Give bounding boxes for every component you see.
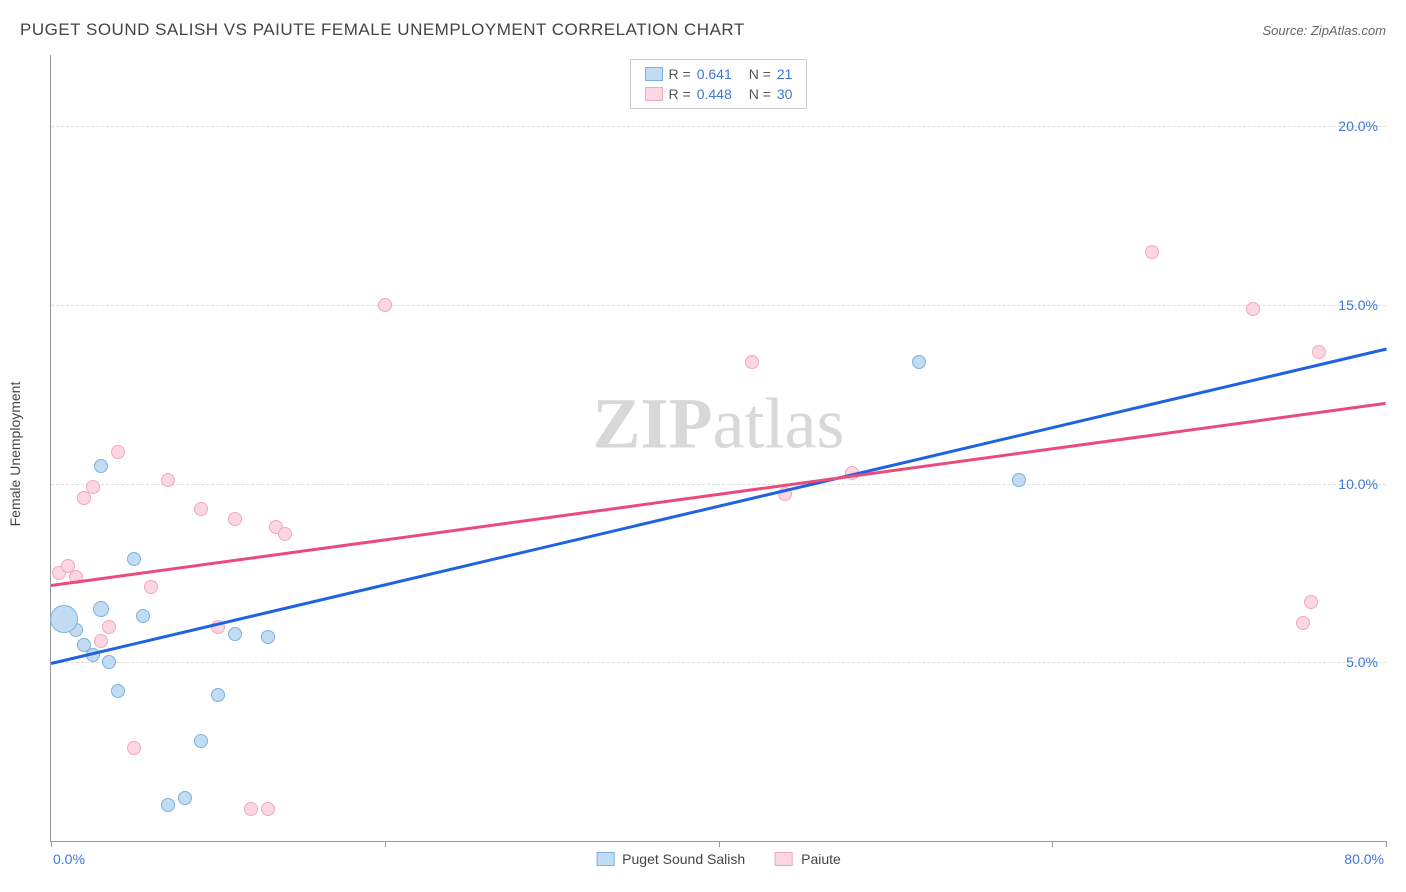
correlation-legend: R = 0.641 N = 21 R = 0.448 N = 30 [630,59,808,109]
data-point [228,627,242,641]
x-tick-label: 0.0% [53,851,85,867]
x-tick [1052,841,1053,847]
y-tick-label: 10.0% [1338,476,1378,492]
data-point [178,791,192,805]
r-label: R = [669,86,691,102]
data-point [93,601,109,617]
data-point [144,580,158,594]
gridline [51,662,1386,663]
data-point [1296,616,1310,630]
x-tick [385,841,386,847]
data-point [745,355,759,369]
legend-swatch [775,852,793,866]
chart-title: PUGET SOUND SALISH VS PAIUTE FEMALE UNEM… [20,20,745,40]
data-point [228,512,242,526]
trend-line [51,348,1387,665]
data-point [1012,473,1026,487]
data-point [111,445,125,459]
data-point [111,684,125,698]
y-tick-label: 5.0% [1346,654,1378,670]
data-point [94,459,108,473]
y-axis-label: Female Unemployment [7,382,23,527]
data-point [136,609,150,623]
x-tick [51,841,52,847]
n-value: 21 [777,66,793,82]
x-tick [719,841,720,847]
data-point [102,655,116,669]
legend-swatch [645,67,663,81]
data-point [912,355,926,369]
n-label: N = [749,66,771,82]
data-point [86,480,100,494]
r-label: R = [669,66,691,82]
legend-swatch [596,852,614,866]
y-tick-label: 15.0% [1338,297,1378,313]
data-point [1304,595,1318,609]
legend-swatch [645,87,663,101]
r-value: 0.641 [697,66,743,82]
source-label: Source: ZipAtlas.com [1262,23,1386,38]
data-point [127,552,141,566]
data-point [1145,245,1159,259]
gridline [51,126,1386,127]
trend-line [51,402,1386,587]
r-value: 0.448 [697,86,743,102]
n-label: N = [749,86,771,102]
data-point [1246,302,1260,316]
data-point [261,630,275,644]
data-point [102,620,116,634]
gridline [51,484,1386,485]
data-point [127,741,141,755]
n-value: 30 [777,86,793,102]
data-point [50,605,78,633]
plot-area: ZIPatlas 5.0%10.0%15.0%20.0%0.0%80.0%R =… [50,55,1386,842]
series-legend: Puget Sound Salish Paiute [596,851,841,867]
data-point [244,802,258,816]
data-point [94,634,108,648]
data-point [211,688,225,702]
data-point [194,734,208,748]
gridline [51,305,1386,306]
y-tick-label: 20.0% [1338,118,1378,134]
x-tick-label: 80.0% [1344,851,1384,867]
legend-label: Paiute [801,851,841,867]
data-point [194,502,208,516]
data-point [1312,345,1326,359]
data-point [261,802,275,816]
data-point [278,527,292,541]
watermark: ZIPatlas [593,383,845,466]
data-point [161,798,175,812]
legend-label: Puget Sound Salish [622,851,745,867]
data-point [161,473,175,487]
x-tick [1386,841,1387,847]
data-point [378,298,392,312]
